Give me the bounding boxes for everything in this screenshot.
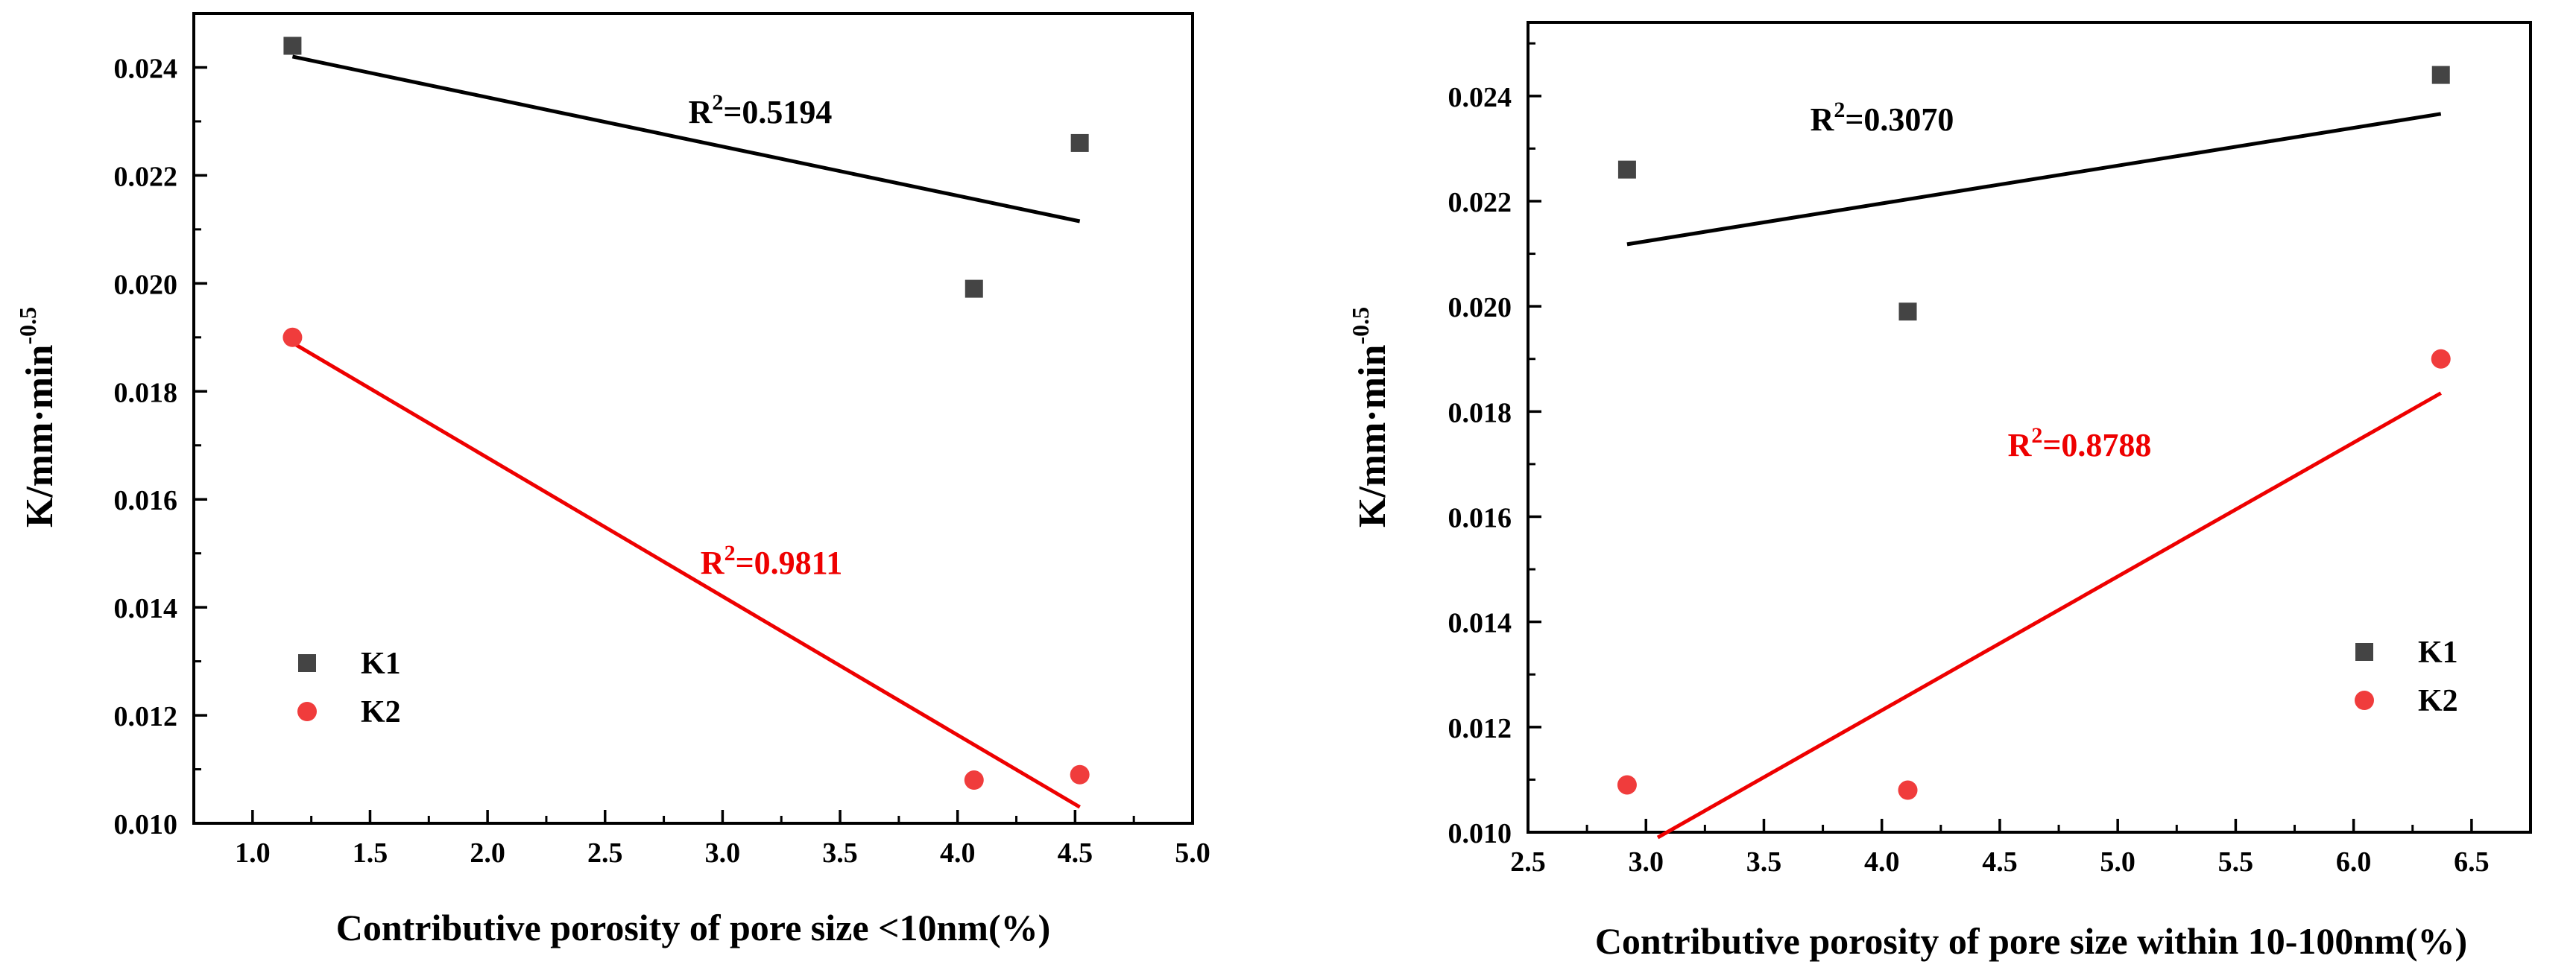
y-axis-label-exponent: -0.5	[14, 307, 41, 345]
y-tick-label: 0.016	[114, 485, 178, 516]
x-tick-label: 1.0	[235, 837, 271, 869]
y-tick-label: 0.014	[1448, 608, 1512, 639]
data-point-k1	[283, 37, 302, 55]
y-tick-label: 0.022	[114, 161, 178, 192]
plot-frame	[192, 12, 1194, 825]
x-tick-label: 3.5	[1746, 846, 1782, 878]
x-tick-label: 3.5	[822, 837, 858, 869]
x-tick-label: 2.0	[470, 837, 505, 869]
chart-right: 2.5 3.0 3.5 4.0 4.5 5.0 5.5 6.0 6.5 0.010 0.012 0.0…	[1347, 21, 2532, 962]
y-tick-label: 0.024	[1448, 82, 1512, 113]
r2-superscript: 2	[712, 90, 723, 115]
r2-annotation-k1: R2=0.5194	[689, 90, 833, 130]
legend-marker-k2	[297, 702, 317, 721]
data-point-k2	[282, 327, 303, 347]
x-axis-label: Contributive porosity of pore size withi…	[1595, 920, 2467, 962]
y-tick-label: 0.020	[114, 269, 178, 300]
y-tick-label: 0.024	[114, 53, 178, 84]
r2-symbol: R	[701, 545, 725, 581]
y-tick-label: 0.010	[114, 809, 178, 840]
y-tick-label: 0.018	[114, 377, 178, 408]
y-axis-label-base: K/mm·min	[1351, 344, 1394, 527]
y-tick-label: 0.014	[114, 593, 178, 624]
legend-label-k1: K1	[361, 647, 401, 681]
r2-superscript: 2	[724, 541, 736, 565]
legend-label-k2: K2	[2418, 684, 2458, 718]
legend-marker-k1	[2355, 643, 2373, 661]
r2-annotation-k1: R2=0.3070	[1811, 98, 1954, 138]
fit-line-k2	[291, 340, 1081, 809]
legend-label-k2: K2	[361, 695, 401, 729]
y-tick-label: 0.020	[1448, 292, 1512, 323]
x-tick-label: 6.0	[2336, 846, 2372, 878]
x-tick-label: 5.5	[2218, 846, 2254, 878]
y-tick-label: 0.012	[1448, 713, 1512, 744]
r2-annotation-k2: R2=0.9811	[701, 541, 842, 581]
r2-value: =0.5194	[723, 94, 832, 130]
y-tick-label: 0.018	[1448, 397, 1512, 428]
r2-value: =0.9811	[736, 545, 843, 581]
x-tick-label: 1.5	[353, 837, 388, 869]
data-point-k2	[964, 770, 984, 791]
data-point-k1	[2431, 66, 2450, 84]
legend-marker-k2	[2355, 691, 2374, 710]
x-tick-label: 6.5	[2454, 846, 2490, 878]
y-tick-label: 0.012	[114, 701, 178, 732]
data-point-k2	[1898, 780, 1918, 800]
legend-marker-k1	[298, 654, 316, 672]
data-point-k2	[2431, 349, 2451, 369]
r2-superscript: 2	[1834, 98, 1845, 122]
y-axis-label-base: K/mm·min	[19, 344, 61, 527]
r2-symbol: R	[2008, 427, 2033, 463]
x-tick-label: 4.0	[940, 837, 976, 869]
data-point-k1	[1617, 160, 1636, 179]
x-tick-label: 3.0	[1628, 846, 1664, 878]
r2-annotation-k2: R2=0.8788	[2008, 423, 2152, 463]
r2-symbol: R	[1811, 101, 1835, 138]
data-point-k2	[1070, 764, 1090, 785]
x-tick-label: 4.5	[1982, 846, 2018, 878]
data-point-k1	[1070, 133, 1089, 152]
x-tick-label: 5.0	[2100, 846, 2135, 878]
r2-superscript: 2	[2031, 423, 2042, 448]
legend-label-k1: K1	[2418, 636, 2458, 670]
plot-frame	[1527, 21, 2532, 834]
fit-line-k1	[1626, 112, 2442, 247]
y-axis-label-exponent: -0.5	[1347, 307, 1374, 345]
data-point-k1	[1898, 302, 1917, 321]
r2-value: =0.3070	[1845, 101, 1954, 138]
r2-symbol: R	[689, 94, 713, 130]
y-tick-label: 0.022	[1448, 187, 1512, 218]
chart-left: 1.0 1.5 2.0 2.5 3.0 3.5 4.0 4.5 5.0 0.010 0.012 0.0…	[14, 12, 1210, 948]
data-point-k1	[965, 279, 983, 298]
y-tick-label: 0.010	[1448, 818, 1512, 849]
data-point-k2	[1617, 775, 1637, 795]
x-tick-label: 4.0	[1864, 846, 1900, 878]
x-tick-label: 3.0	[705, 837, 741, 869]
fit-line-k2	[1656, 391, 2442, 840]
x-tick-label: 4.5	[1058, 837, 1093, 869]
y-axis-label: K/mm·min-0.5	[14, 307, 61, 527]
y-axis-label: K/mm·min-0.5	[1347, 307, 1394, 527]
x-tick-label: 2.5	[1510, 846, 1546, 878]
x-axis-label: Contributive porosity of pore size <10nm…	[336, 907, 1051, 948]
x-tick-label: 5.0	[1175, 837, 1210, 869]
y-tick-label: 0.016	[1448, 502, 1512, 533]
r2-value: =0.8788	[2042, 427, 2151, 463]
x-tick-label: 2.5	[587, 837, 623, 869]
fit-line-k1	[291, 54, 1081, 224]
